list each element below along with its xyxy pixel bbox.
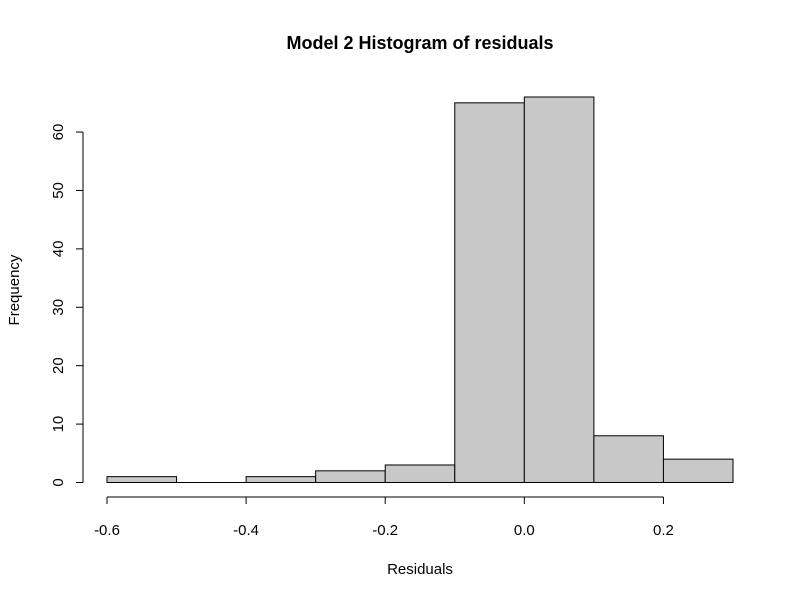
y-tick-label: 30 — [50, 299, 67, 316]
histogram-bar — [593, 435, 664, 484]
x-tick-label: -0.2 — [372, 522, 398, 539]
x-axis: -0.6 -0.4 -0.2 0.0 0.2 — [94, 496, 674, 539]
y-tick-label: 10 — [50, 416, 67, 433]
histogram-bar — [523, 96, 595, 483]
x-axis-label: Residuals — [387, 561, 453, 578]
histogram-bar — [106, 476, 178, 483]
bars-group — [106, 96, 734, 484]
y-tick-label: 40 — [50, 241, 67, 258]
histogram-bar — [454, 102, 525, 483]
x-tick-label: 0.2 — [653, 522, 674, 539]
histogram-bar — [245, 476, 317, 483]
y-axis: 0 10 20 30 40 50 60 — [50, 124, 84, 487]
x-tick-label: 0.0 — [514, 522, 535, 539]
y-tick-label: 60 — [50, 124, 67, 141]
y-tick-label: 50 — [50, 182, 67, 199]
histogram-bar — [662, 458, 734, 483]
y-tick-label: 20 — [50, 357, 67, 374]
histogram-bar — [315, 470, 386, 483]
x-tick-label: -0.6 — [94, 522, 120, 539]
y-tick-label: 0 — [50, 478, 67, 486]
y-axis-label: Frequency — [6, 254, 23, 325]
x-tick-label: -0.4 — [233, 522, 259, 539]
chart-title: Model 2 Histogram of residuals — [286, 33, 553, 53]
histogram-bar — [384, 464, 456, 483]
